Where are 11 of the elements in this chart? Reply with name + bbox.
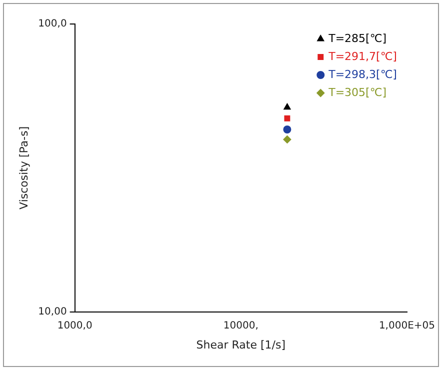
x-tick-label: 10000, — [223, 320, 258, 332]
y-axis-title: Viscosity [Pa-s] — [17, 126, 30, 210]
x-axis-title: Shear Rate [1/s] — [196, 338, 286, 352]
legend-label: T=298,3[℃] — [328, 68, 397, 81]
y-tick-label: 10,00 — [38, 306, 67, 318]
x-tick-label: 1,000E+05 — [378, 320, 436, 332]
legend-label: T=305[℃] — [328, 86, 386, 99]
legend-label: T=285[℃] — [328, 32, 386, 45]
legend-label: T=291,7[℃] — [328, 50, 397, 63]
x-tick-label: 1000,0 — [57, 320, 92, 332]
y-tick-label: 100,0 — [38, 18, 67, 30]
